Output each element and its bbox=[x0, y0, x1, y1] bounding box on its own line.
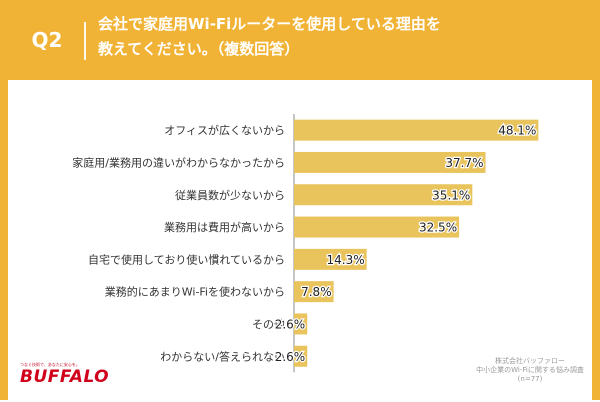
category-label: オフィスが広くないから bbox=[164, 123, 285, 137]
header-divider bbox=[84, 22, 86, 60]
question-number: Q2 bbox=[31, 28, 63, 52]
bar bbox=[294, 151, 486, 173]
category-label: 家庭用/業務用の違いがわからなかったから bbox=[72, 155, 285, 169]
value-label: 14.3% bbox=[327, 253, 365, 267]
value-label: 37.7% bbox=[445, 156, 483, 170]
bar-chart: オフィスが広くないから 48.1% 家庭用/業務用の違いがわからなかったから 37.7… bbox=[72, 114, 539, 373]
question-header: Q2 会社で家庭用Wi-Fiルーターを使用している理由を 教えてください。（複数… bbox=[0, 0, 600, 80]
source-line-2: 中小企業のWi-Fiに関する悩み調査 bbox=[476, 366, 584, 374]
bar bbox=[294, 345, 308, 367]
question-text: 会社で家庭用Wi-Fiルーターを使用している理由を 教えてください。（複数回答） bbox=[98, 12, 568, 62]
value-label: 32.5% bbox=[419, 221, 457, 235]
category-label: 業務用は費用が高いから bbox=[164, 220, 285, 234]
value-label: 2.6% bbox=[275, 317, 306, 331]
bar bbox=[294, 119, 539, 141]
bar bbox=[294, 184, 473, 206]
question-line-2: 教えてください。（複数回答） bbox=[98, 40, 300, 58]
bar bbox=[294, 248, 367, 270]
bar bbox=[294, 216, 460, 238]
value-label: 7.8% bbox=[301, 285, 332, 299]
category-label: 業務的にあまりWi-Fiを使わないから bbox=[105, 285, 285, 299]
value-label: 2.6% bbox=[275, 350, 306, 364]
category-label: わからない/答えられない bbox=[160, 349, 285, 363]
chart-card: オフィスが広くないから 48.1% 家庭用/業務用の違いがわからなかったから 37.7… bbox=[8, 82, 592, 398]
value-label: 35.1% bbox=[432, 188, 470, 202]
bar bbox=[294, 281, 334, 303]
category-label: 自宅で使用しており使い慣れているから bbox=[88, 252, 285, 266]
bar bbox=[294, 313, 308, 335]
category-label: その他 bbox=[252, 318, 285, 331]
source-line-3: (n=77) bbox=[517, 375, 543, 383]
value-label: 48.1% bbox=[498, 124, 536, 138]
brand-tagline: つなぐ技術で、あなたに安心を。 bbox=[20, 362, 80, 367]
category-label: 従業員数が少ないから bbox=[175, 188, 285, 202]
buffalo-logo: BUFFALO bbox=[20, 367, 110, 387]
question-line-1: 会社で家庭用Wi-Fiルーターを使用している理由を bbox=[98, 15, 441, 33]
source-line-1: 株式会社バッファロー bbox=[495, 357, 565, 365]
